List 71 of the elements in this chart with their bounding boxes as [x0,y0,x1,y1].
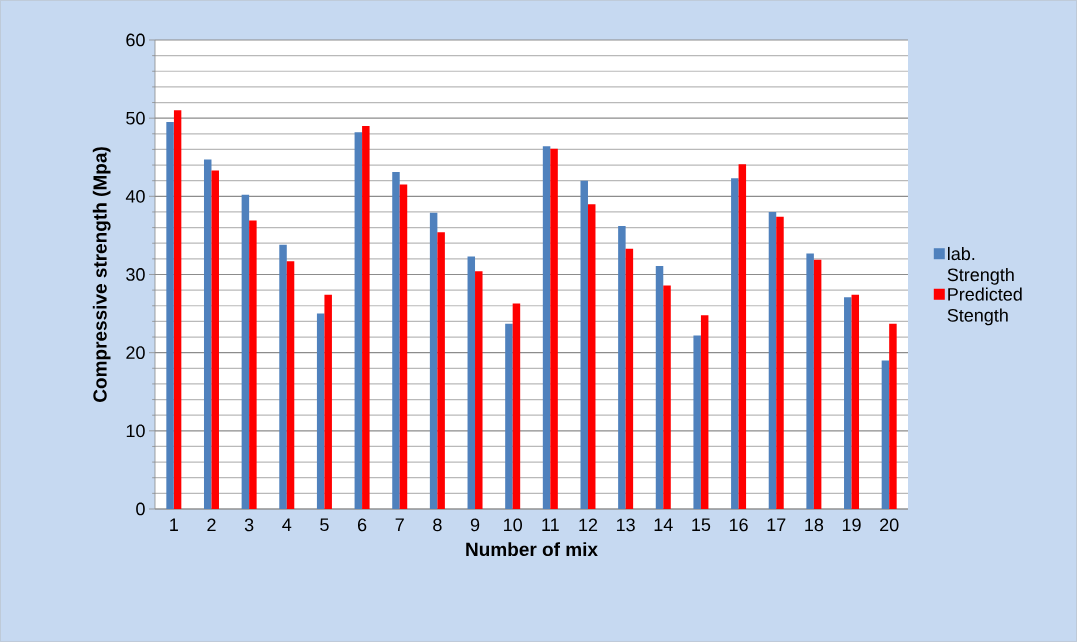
bar [392,172,400,509]
x-tick-label: 18 [805,518,824,532]
x-tick-label: 11 [542,518,559,531]
x-tick-label: 20 [880,518,899,532]
bar [437,232,445,509]
bar [429,212,438,509]
bar [587,204,596,509]
bar [693,335,701,509]
bar [211,170,219,509]
x-tick-label: 1 [170,518,178,531]
y-tick-label: 10 [126,424,145,438]
bar [354,132,363,509]
y-axis-title: Compressive strength (Mpa) [92,147,111,402]
bar [655,265,664,509]
bar [399,184,408,509]
bar [550,148,558,509]
bar [362,125,370,509]
bar [813,259,822,509]
x-tick-label: 14 [654,518,673,531]
x-tick-label: 3 [244,518,254,532]
bar [203,159,212,509]
bar [475,271,483,509]
y-tick-label: 50 [126,111,145,125]
x-axis-title: Number of mix [466,542,598,557]
x-tick-label: 5 [320,518,329,532]
x-tick-label: 4 [282,518,292,531]
y-tick-label: 60 [126,33,145,47]
x-tick-label: 17 [767,518,786,531]
bar [700,315,709,509]
bar [776,216,784,509]
y-tick-label: 20 [126,346,145,360]
x-tick-label: 13 [616,518,635,532]
bar [316,313,325,509]
bar [286,261,295,509]
bar [768,211,777,509]
bar [249,220,257,509]
x-tick-label: 10 [504,518,522,532]
bar [881,360,890,509]
bar [324,294,332,509]
bar [505,323,513,509]
bar [851,294,860,509]
bar [806,253,814,509]
y-tick-label: 0 [136,502,145,516]
bar [241,194,250,509]
bar [580,180,588,509]
bar [738,164,747,509]
bar [663,285,671,509]
x-tick-label: 9 [470,518,480,532]
legend-label: Predicted Stength [947,287,1022,326]
y-tick-label: 40 [125,189,145,203]
bar [542,146,551,509]
bar [467,256,476,509]
bar [618,226,626,509]
x-tick-label: 15 [692,518,711,532]
bar [279,244,287,509]
x-tick-label: 16 [729,518,748,532]
x-tick-label: 19 [842,518,861,532]
x-tick-label: 2 [207,518,216,532]
bar [512,303,521,509]
legend-label: lab. Strength [947,246,1014,285]
bar [173,110,182,509]
x-tick-label: 7 [395,518,404,531]
bar [889,323,897,509]
bar [844,297,852,509]
y-tick-label: 30 [126,268,145,281]
bar [731,178,739,509]
bar [625,248,634,509]
x-tick-label: 12 [579,518,598,532]
x-tick-label: 8 [433,518,442,532]
bar [166,122,174,509]
x-tick-label: 6 [357,518,367,532]
